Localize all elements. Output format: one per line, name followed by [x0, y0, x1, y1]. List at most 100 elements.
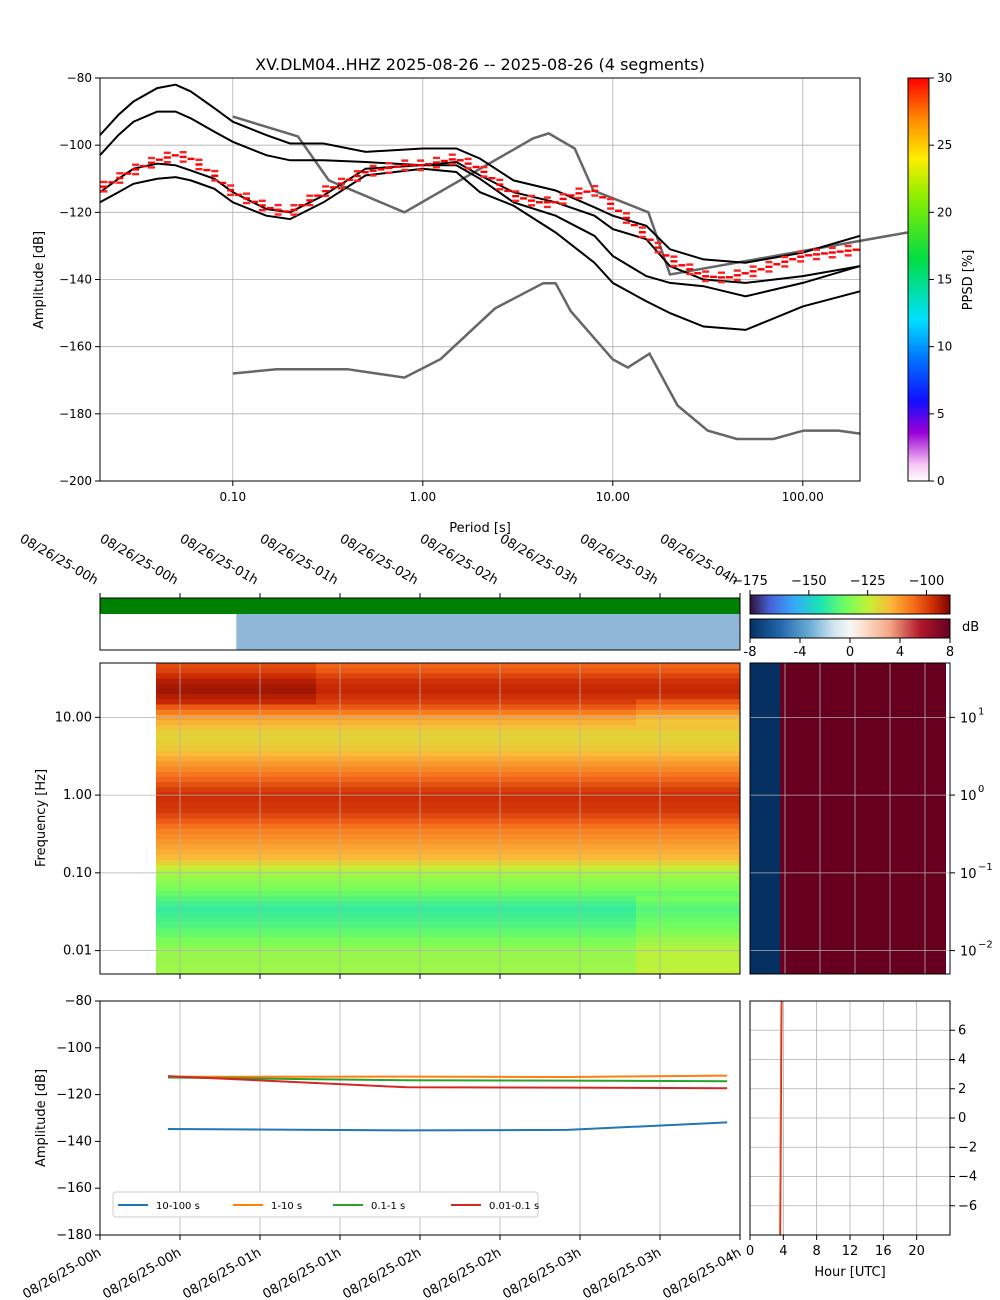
histogram-cell	[717, 280, 725, 284]
spectrogram-cell	[316, 927, 637, 934]
spectrogram-colorbar-tick-label: −125	[850, 574, 886, 589]
spectrogram-colorbar-ticks: −175 −150 −125 −100	[732, 574, 944, 595]
spectrogram-cell	[156, 771, 317, 778]
spectrogram-cell	[636, 885, 741, 892]
spectrogram-cell	[636, 782, 741, 788]
spectrogram-cell	[156, 813, 317, 820]
spectrogram-cell	[636, 834, 741, 840]
ppsd-colorbar-tick-label: 20	[937, 205, 952, 219]
hourly-grid	[750, 1001, 950, 1235]
availability-x-ticks: 08/26/25-00h08/26/25-00h08/26/25-01h08/2…	[17, 532, 741, 598]
spectrogram-cell	[316, 678, 637, 685]
spectrogram-cell	[156, 782, 317, 788]
histogram-cell	[741, 272, 749, 275]
spectrogram-cell	[636, 823, 741, 830]
histogram-cell	[797, 250, 805, 254]
histogram-cell	[147, 161, 155, 164]
spectrogram-cell	[156, 834, 317, 840]
percentile-line	[99, 162, 861, 298]
histogram-cell	[527, 194, 535, 198]
band-amplitude-panel: −180−160−140−120−100−80 08/26/25-00h 08/2…	[20, 994, 744, 1300]
spectrogram-cell	[636, 725, 741, 731]
band-y-tick-label: −100	[56, 1041, 92, 1056]
histogram-cell	[242, 197, 250, 200]
spectrogram-cell	[636, 709, 741, 716]
spectrogram-cell	[636, 896, 741, 903]
difference-high-region	[780, 663, 946, 974]
spectrogram-cell	[156, 709, 317, 716]
histogram-cell	[290, 204, 298, 207]
spectrogram-cell	[316, 709, 637, 716]
histogram-cell	[314, 194, 322, 197]
data-availability-panel: 08/26/25-00h08/26/25-00h08/26/25-01h08/2…	[17, 532, 741, 651]
spectrogram-cell	[636, 751, 741, 757]
spectrogram-cell	[156, 958, 317, 965]
ppsd-colorbar-tick-label: 10	[937, 340, 952, 354]
percentile-line	[99, 110, 861, 284]
histogram-cell	[345, 178, 353, 181]
histogram-cell	[393, 165, 401, 168]
spectrogram-cell	[636, 694, 741, 700]
spectrogram-cell	[156, 922, 317, 928]
histogram-cell	[622, 216, 630, 220]
band-y-label: Amplitude [dB]	[34, 1069, 49, 1167]
hourly-y-tick-label: 2	[958, 1082, 966, 1097]
spectrogram-y-label: Frequency [Hz]	[34, 769, 49, 867]
histogram-cell	[717, 276, 725, 279]
spectrogram-cell	[636, 844, 741, 851]
spectrogram-colorbar-tick-label: −100	[909, 574, 945, 589]
band-series-line	[167, 1121, 728, 1132]
ppsd-x-label: Period [s]	[449, 521, 511, 536]
spectrogram-cell	[156, 901, 317, 908]
band-x-tick-label: 08/26/25-04h	[660, 1245, 744, 1300]
spectrogram-cell	[156, 942, 317, 949]
histogram-cell	[179, 151, 187, 154]
histogram-cell	[100, 185, 108, 188]
band-y-ticks: −180 −160 −140 −120 −100 −80	[56, 994, 100, 1243]
ppsd-y-tick-label: −180	[59, 407, 92, 421]
spectrogram-cell	[156, 849, 317, 856]
band-y-tick-label: −180	[56, 1228, 92, 1243]
spectrogram-cell	[316, 828, 637, 835]
histogram-cell	[797, 255, 805, 258]
spectrogram-cell	[636, 901, 741, 908]
ppsd-x-tick-label: 100.00	[782, 490, 824, 504]
difference-y-tick-base: 10	[960, 711, 977, 726]
histogram-cell	[401, 168, 409, 172]
hourly-y-tick-label: −4	[958, 1170, 977, 1185]
spectrogram-cell	[636, 735, 741, 742]
spectrogram-cell	[636, 942, 741, 949]
histogram-cell	[448, 162, 456, 166]
spectrogram-cell	[636, 854, 741, 861]
spectrogram-cell	[636, 875, 741, 882]
band-x-tick-label: 08/26/25-00h	[100, 1245, 184, 1300]
spectrogram-cell	[316, 844, 637, 851]
histogram-cell	[543, 205, 551, 209]
spectrogram-cell	[636, 953, 741, 960]
spectrogram-cell	[636, 958, 741, 965]
histogram-cell	[765, 265, 773, 268]
histogram-cell	[496, 178, 504, 182]
histogram-cell	[844, 249, 852, 252]
histogram-cell	[543, 201, 551, 204]
histogram-cell	[432, 166, 440, 169]
histogram-cell	[448, 158, 456, 161]
histogram-cell	[812, 257, 820, 261]
hourly-panel: 0 4 8 12 16 20 −6 −4 −2 0 2 4 6 Hour [UTC]	[746, 1000, 977, 1280]
spectrogram-cell	[316, 787, 637, 794]
spectrogram-cell	[636, 839, 741, 846]
spectrogram-cell	[156, 896, 317, 903]
spectrogram-cell	[316, 865, 637, 871]
histogram-cell	[179, 155, 187, 159]
availability-x-tick-label: 08/26/25-00h	[97, 532, 181, 589]
difference-y-tick-base: 10	[960, 867, 977, 882]
spectrogram-cell	[316, 839, 637, 846]
histogram-cell	[805, 254, 813, 257]
histogram-cell	[385, 162, 393, 165]
hourly-line	[779, 1000, 782, 1236]
histogram-cell	[116, 181, 124, 184]
histogram-cell	[266, 206, 274, 210]
histogram-cell	[369, 164, 377, 168]
histogram-cell	[702, 270, 710, 273]
